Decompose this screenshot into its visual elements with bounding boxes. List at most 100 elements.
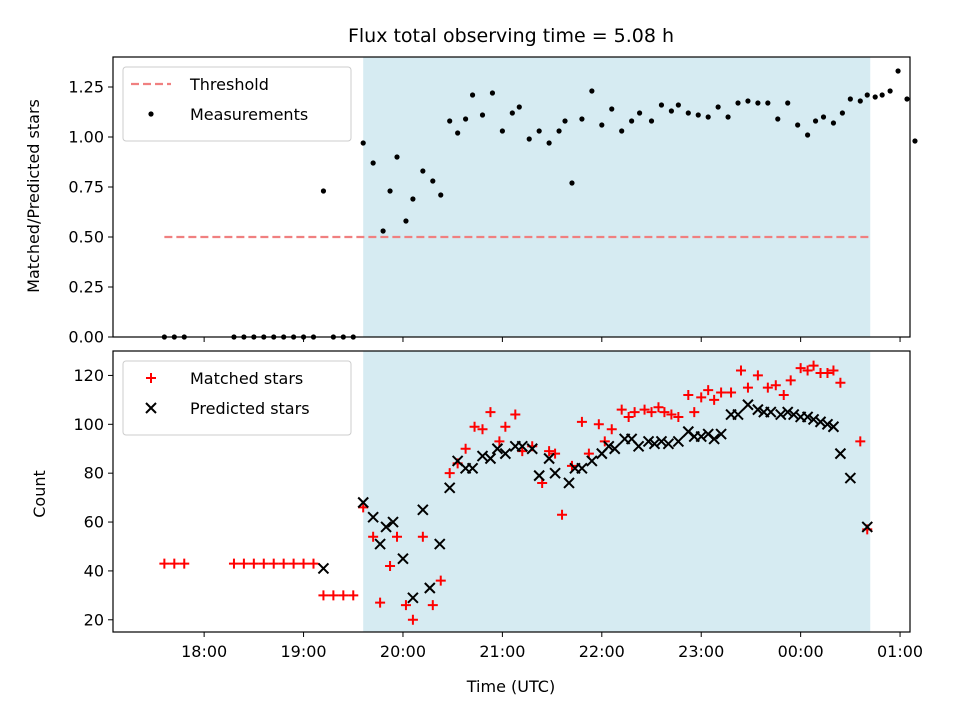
top-measurement-point (904, 96, 910, 102)
bottom-matched-point (616, 404, 627, 415)
bottom-predicted-point (543, 452, 555, 465)
bottom-matched-point (385, 561, 396, 572)
bottom-matched-point (770, 380, 781, 391)
bottom-predicted-point (586, 455, 598, 467)
bottom-predicted-point (563, 477, 575, 489)
bottom-x-tick-label: 19:00 (280, 642, 326, 661)
top-plot: 0.00 0.25 0.50 0.75 1.00 1.25 Threshold Measure… (68, 56, 918, 347)
bottom-predicted-point (499, 447, 512, 460)
top-measurement-point (725, 114, 731, 120)
bottom-predicted-point (715, 428, 727, 440)
top-measurement-point (895, 68, 901, 74)
top-measurement-point (469, 92, 476, 98)
bottom-predicted-point (695, 430, 707, 443)
bottom-matched-point (159, 558, 170, 569)
bottom-matched-point (477, 424, 488, 435)
bottom-matched-point (576, 416, 587, 427)
bottom-predicted-point (632, 440, 645, 453)
top-measurement-point (912, 138, 918, 144)
bottom-predicted-point (642, 435, 655, 448)
bottom-matched-point (328, 590, 339, 601)
bottom-x-tick-label: 22:00 (579, 642, 625, 661)
top-measurement-point (745, 98, 751, 104)
bottom-legend-box (122, 360, 352, 436)
bottom-matched-point (742, 382, 753, 393)
top-legend-measurement-marker (148, 111, 154, 117)
top-measurement-point (589, 88, 595, 94)
bottom-matched-point (358, 502, 369, 513)
top-legend-box (122, 66, 352, 142)
top-measurement-point (675, 102, 681, 108)
top-measurement-point (599, 122, 605, 128)
bottom-matched-point (659, 407, 670, 418)
bottom-predicted-point (317, 562, 330, 575)
top-measurement-point (755, 100, 761, 106)
bottom-axes-frame (112, 350, 911, 633)
top-measurement-point (546, 140, 552, 146)
top-measurement-point (839, 110, 845, 116)
bottom-matched-point (795, 363, 806, 374)
bottom-matched-point (248, 558, 259, 569)
bottom-predicted-point (765, 406, 777, 418)
x-axis-label: Time (UTC) (466, 677, 555, 696)
bottom-x-tick-label: 20:00 (380, 642, 426, 661)
top-measurement-point (387, 188, 393, 194)
bottom-predicted-point (407, 592, 419, 604)
bottom-predicted-point (844, 472, 857, 484)
bottom-predicted-point (801, 411, 814, 423)
bottom-matched-point (646, 407, 657, 418)
bottom-predicted-point (434, 538, 446, 550)
bottom-predicted-point (417, 504, 429, 516)
bottom-matched-point (762, 382, 773, 393)
top-legend: Threshold Measurements (122, 66, 352, 142)
top-measurement-point (705, 114, 711, 120)
top-measurement-point (556, 128, 562, 134)
bottom-predicted-point (387, 516, 399, 528)
top-axes-frame (112, 56, 911, 338)
bottom-matched-point (855, 436, 866, 447)
top-measurement-point (360, 140, 366, 146)
top-measurement-point (847, 96, 853, 102)
top-measurement-point (735, 100, 741, 106)
top-y-tick-label: 0.25 (68, 278, 104, 297)
top-measurement-point (447, 118, 453, 124)
top-measurement-point (619, 128, 625, 134)
bottom-predicted-point (672, 435, 685, 448)
bottom-matched-point (485, 407, 496, 418)
top-measurement-point (805, 132, 811, 138)
bottom-predicted-point (752, 403, 764, 416)
bottom-y-tick-label: 120 (73, 366, 104, 385)
bottom-predicted-point (834, 447, 847, 460)
top-measurement-point (715, 104, 721, 110)
bottom-matched-point (785, 375, 796, 386)
bottom-predicted-point (443, 482, 456, 494)
bottom-matched-point (318, 590, 329, 601)
top-measurement-point (812, 118, 819, 124)
bottom-predicted-point (662, 438, 675, 450)
bottom-predicted-point (821, 418, 834, 431)
top-measurement-point (648, 118, 655, 124)
bottom-matched-point (606, 424, 617, 435)
top-measurement-point (658, 102, 665, 108)
top-measurement-point (668, 108, 674, 114)
top-measurement-point (320, 188, 327, 194)
top-measurement-point (872, 94, 878, 100)
top-measurement-point (489, 90, 496, 96)
bottom-predicted-point (374, 538, 386, 550)
top-y-tick-label: 0.75 (68, 178, 104, 197)
bottom-predicted-point (357, 496, 369, 509)
top-y-tick-label: 1.00 (68, 128, 104, 147)
bottom-legend-predicted-marker (145, 402, 157, 414)
top-measurement-point (857, 98, 863, 104)
bottom-matched-point (407, 614, 418, 625)
top-legend-label: Threshold (189, 75, 269, 94)
bottom-matched-point (338, 590, 349, 601)
top-y-tick-label: 1.25 (68, 78, 104, 97)
bottom-matched-point (735, 365, 746, 376)
bottom-matched-point (169, 558, 180, 569)
bottom-matched-point (494, 436, 505, 447)
bottom-predicted-point (367, 511, 379, 523)
bottom-matched-point (703, 385, 714, 396)
bottom-matched-point (629, 407, 640, 418)
